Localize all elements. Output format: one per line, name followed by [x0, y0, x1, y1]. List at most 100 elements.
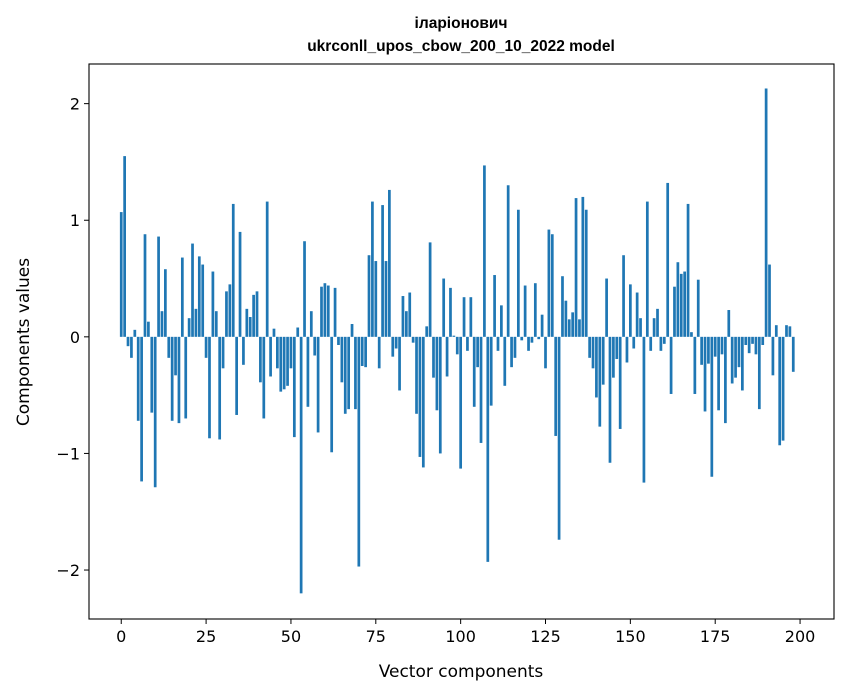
bar-component-48 — [282, 336, 286, 390]
bar-component-195 — [781, 336, 785, 441]
bar-component-34 — [235, 336, 238, 415]
bar-component-20 — [187, 318, 191, 337]
bar-component-169 — [693, 336, 697, 394]
x-tick-label: 175 — [700, 627, 731, 646]
bar-component-60 — [323, 283, 327, 337]
x-tick-label: 150 — [615, 627, 646, 646]
bar-component-6 — [140, 336, 143, 482]
bar-component-0 — [119, 212, 123, 337]
bar-component-69 — [354, 336, 357, 410]
bar-component-173 — [707, 336, 710, 364]
bar-component-175 — [713, 336, 717, 357]
bar-component-70 — [357, 336, 361, 567]
bar-component-67 — [347, 336, 351, 410]
bar-component-21 — [191, 243, 194, 337]
bar-component-82 — [398, 336, 401, 391]
bar-component-23 — [197, 256, 201, 337]
bar-component-100 — [459, 336, 463, 469]
bar-component-43 — [265, 201, 269, 337]
bar-component-36 — [242, 336, 245, 365]
bar-component-153 — [639, 318, 642, 337]
bar-component-198 — [791, 336, 795, 372]
y-tick-label: 1 — [70, 211, 80, 230]
bar-component-49 — [286, 336, 289, 386]
bar-component-104 — [472, 336, 476, 407]
bar-component-134 — [574, 198, 578, 337]
bar-component-58 — [316, 336, 320, 433]
bar-component-2 — [126, 336, 130, 347]
bar-component-131 — [564, 300, 568, 337]
bar-component-130 — [561, 276, 564, 337]
bar-component-73 — [367, 255, 371, 337]
bar-component-181 — [734, 336, 737, 378]
bar-component-41 — [259, 336, 262, 383]
bar-component-125 — [544, 336, 547, 369]
bar-component-83 — [401, 296, 405, 337]
bar-component-79 — [388, 189, 391, 337]
y-tick-label: −2 — [56, 561, 80, 580]
bar-component-142 — [601, 336, 605, 385]
bar-component-124 — [540, 314, 544, 337]
bar-component-47 — [279, 336, 283, 392]
bar-component-13 — [164, 269, 167, 337]
bar-component-85 — [408, 292, 412, 337]
bar-component-139 — [591, 336, 595, 369]
bar-component-113 — [503, 336, 507, 386]
bar-component-179 — [727, 310, 731, 337]
bar-component-123 — [537, 336, 541, 340]
bar-component-4 — [133, 329, 137, 337]
bar-component-157 — [652, 318, 656, 337]
bar-component-72 — [364, 336, 367, 368]
bar-component-177 — [720, 336, 724, 355]
bar-component-178 — [724, 336, 727, 424]
bar-component-186 — [751, 336, 754, 344]
bar-component-64 — [337, 336, 340, 345]
bar-component-92 — [432, 336, 435, 378]
bar-component-135 — [578, 319, 581, 337]
x-tick-label: 50 — [281, 627, 301, 646]
bar-component-46 — [276, 336, 279, 369]
bar-component-185 — [747, 336, 751, 354]
bar-component-66 — [343, 336, 347, 414]
bar-component-17 — [177, 336, 181, 424]
bar-component-22 — [194, 308, 198, 337]
bar-component-109 — [489, 336, 493, 406]
bar-component-119 — [523, 285, 527, 337]
x-tick-label: 100 — [445, 627, 476, 646]
bar-component-154 — [642, 336, 646, 483]
bar-component-71 — [360, 336, 364, 366]
bar-component-88 — [418, 336, 422, 457]
bar-component-114 — [506, 185, 510, 337]
bar-component-31 — [225, 291, 228, 337]
bar-component-190 — [764, 88, 768, 337]
bar-component-68 — [350, 324, 354, 337]
bar-component-172 — [703, 336, 707, 412]
bar-component-110 — [493, 275, 496, 337]
bar-component-112 — [500, 305, 503, 337]
bar-component-74 — [371, 201, 374, 337]
plot-frame — [88, 63, 835, 620]
bar-component-183 — [741, 336, 744, 391]
bar-component-76 — [377, 336, 381, 369]
bar-component-9 — [150, 336, 154, 413]
bar-component-148 — [622, 255, 625, 337]
bar-component-96 — [445, 336, 449, 377]
x-tick-label: 200 — [785, 627, 816, 646]
y-tick-label: −1 — [56, 444, 80, 463]
bar-component-174 — [710, 336, 714, 477]
bar-component-143 — [605, 278, 608, 337]
bar-component-94 — [438, 336, 442, 454]
bar-component-107 — [483, 165, 486, 337]
bar-component-163 — [673, 286, 676, 337]
bar-component-14 — [167, 336, 171, 358]
bar-component-103 — [469, 297, 473, 337]
bar-component-37 — [245, 308, 249, 337]
bar-component-176 — [717, 336, 720, 411]
y-tick-label: 0 — [70, 328, 80, 347]
bar-component-132 — [567, 319, 571, 337]
bar-component-53 — [299, 336, 303, 594]
bar-component-117 — [516, 209, 520, 337]
bar-component-84 — [404, 311, 408, 337]
bar-component-182 — [737, 336, 741, 368]
